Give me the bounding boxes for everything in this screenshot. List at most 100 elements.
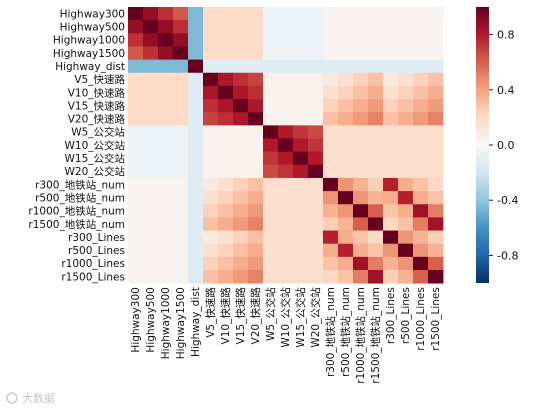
heatmap-cell bbox=[128, 230, 144, 245]
heatmap-cell bbox=[353, 99, 369, 113]
heatmap-cell bbox=[263, 112, 279, 126]
heatmap-cell bbox=[158, 191, 174, 205]
x-tick-label: W15_公交站 bbox=[294, 287, 307, 348]
heatmap-cell bbox=[128, 138, 144, 153]
heatmap-cell bbox=[263, 33, 279, 47]
heatmap-cell bbox=[158, 217, 174, 231]
heatmap-cell bbox=[143, 7, 159, 21]
heatmap-cell bbox=[338, 20, 354, 34]
heatmap-cell bbox=[233, 191, 249, 205]
heatmap-cell bbox=[338, 46, 354, 60]
heatmap-cell bbox=[428, 177, 444, 192]
watermark-logo-icon bbox=[6, 392, 18, 404]
heatmap-cell bbox=[203, 72, 219, 87]
y-tick-label: V15_快速路 bbox=[68, 99, 126, 112]
heatmap-cell bbox=[248, 72, 264, 87]
heatmap-cell bbox=[173, 177, 189, 192]
colorbar-tick-label: 0.8 bbox=[497, 29, 515, 42]
heatmap-cell bbox=[383, 151, 399, 166]
heatmap-cell bbox=[413, 177, 429, 192]
heatmap-cell bbox=[188, 46, 204, 60]
heatmap-cell bbox=[278, 20, 294, 34]
y-tick-label: Highway_dist bbox=[55, 61, 125, 73]
heatmap-cell bbox=[353, 270, 369, 284]
heatmap-cell bbox=[308, 33, 324, 47]
heatmap-cell bbox=[188, 59, 204, 74]
heatmap-cell bbox=[308, 99, 324, 113]
heatmap-cell bbox=[293, 59, 309, 74]
heatmap-cell bbox=[293, 243, 309, 258]
heatmap-cell bbox=[203, 112, 219, 126]
heatmap-cell bbox=[368, 20, 384, 34]
heatmap-cell bbox=[428, 20, 444, 34]
heatmap-cell bbox=[293, 230, 309, 245]
heatmap-cell bbox=[353, 85, 369, 100]
heatmap-cell bbox=[233, 72, 249, 87]
heatmap-cell bbox=[383, 138, 399, 153]
heatmap-cell bbox=[308, 243, 324, 258]
heatmap-cell bbox=[143, 138, 159, 153]
heatmap-cell bbox=[158, 33, 174, 47]
heatmap-cell bbox=[398, 138, 414, 153]
heatmap-cell bbox=[158, 112, 174, 126]
x-tick-label: r500_地铁站_num bbox=[339, 287, 352, 377]
heatmap-cell bbox=[398, 204, 414, 218]
heatmap-cell bbox=[128, 125, 144, 139]
heatmap-cell bbox=[233, 230, 249, 245]
heatmap-cell bbox=[278, 204, 294, 218]
heatmap-cell bbox=[248, 7, 264, 21]
heatmap-cell bbox=[368, 33, 384, 47]
heatmap-cell bbox=[233, 59, 249, 74]
y-tick-label: W15_公交站 bbox=[65, 152, 126, 165]
x-tick-label: V20_快速路 bbox=[249, 287, 262, 345]
heatmap-cell bbox=[203, 191, 219, 205]
heatmap-cell bbox=[128, 151, 144, 166]
heatmap-cell bbox=[428, 151, 444, 166]
heatmap-cell bbox=[173, 33, 189, 47]
heatmap-cell bbox=[398, 164, 414, 179]
heatmap-cell bbox=[218, 33, 234, 47]
heatmap-cell bbox=[173, 99, 189, 113]
y-tick-label: r300_地铁站_num bbox=[35, 178, 125, 191]
heatmap-cell bbox=[323, 125, 339, 139]
heatmap-cell bbox=[188, 217, 204, 231]
heatmap-cell bbox=[158, 72, 174, 87]
heatmap-cell bbox=[308, 177, 324, 192]
heatmap-cell bbox=[338, 230, 354, 245]
x-tick-label: W5_公交站 bbox=[264, 287, 277, 341]
heatmap-cell bbox=[173, 20, 189, 34]
heatmap-cell bbox=[188, 138, 204, 153]
heatmap-cell bbox=[263, 243, 279, 258]
heatmap-cell bbox=[413, 20, 429, 34]
heatmap-cell bbox=[308, 46, 324, 60]
heatmap-cell bbox=[278, 164, 294, 179]
heatmap-cell bbox=[383, 243, 399, 258]
heatmap-cell bbox=[218, 59, 234, 74]
heatmap-cell bbox=[173, 230, 189, 245]
heatmap-cell bbox=[278, 191, 294, 205]
heatmap-cell bbox=[338, 59, 354, 74]
heatmap-cell bbox=[128, 7, 144, 21]
x-tick-label: V10_快速路 bbox=[219, 287, 232, 345]
heatmap-cell bbox=[158, 230, 174, 245]
heatmap-cell bbox=[158, 270, 174, 284]
heatmap-cell bbox=[413, 85, 429, 100]
heatmap-cell bbox=[188, 177, 204, 192]
heatmap-cell bbox=[173, 59, 189, 74]
heatmap-cell bbox=[278, 125, 294, 139]
heatmap-cell bbox=[158, 138, 174, 153]
heatmap-cell bbox=[428, 59, 444, 74]
heatmap-cell bbox=[233, 138, 249, 153]
heatmap-cell bbox=[218, 72, 234, 87]
heatmap-cell bbox=[428, 230, 444, 245]
heatmap-cell bbox=[398, 177, 414, 192]
heatmap-cell bbox=[323, 138, 339, 153]
heatmap-cell bbox=[233, 164, 249, 179]
heatmap-cell bbox=[263, 177, 279, 192]
heatmap-cell bbox=[323, 243, 339, 258]
heatmap-cell bbox=[413, 270, 429, 284]
heatmap-cell bbox=[248, 33, 264, 47]
heatmap-cell bbox=[128, 85, 144, 100]
heatmap-cell bbox=[398, 59, 414, 74]
y-tick-label: r500_Lines bbox=[68, 245, 125, 257]
